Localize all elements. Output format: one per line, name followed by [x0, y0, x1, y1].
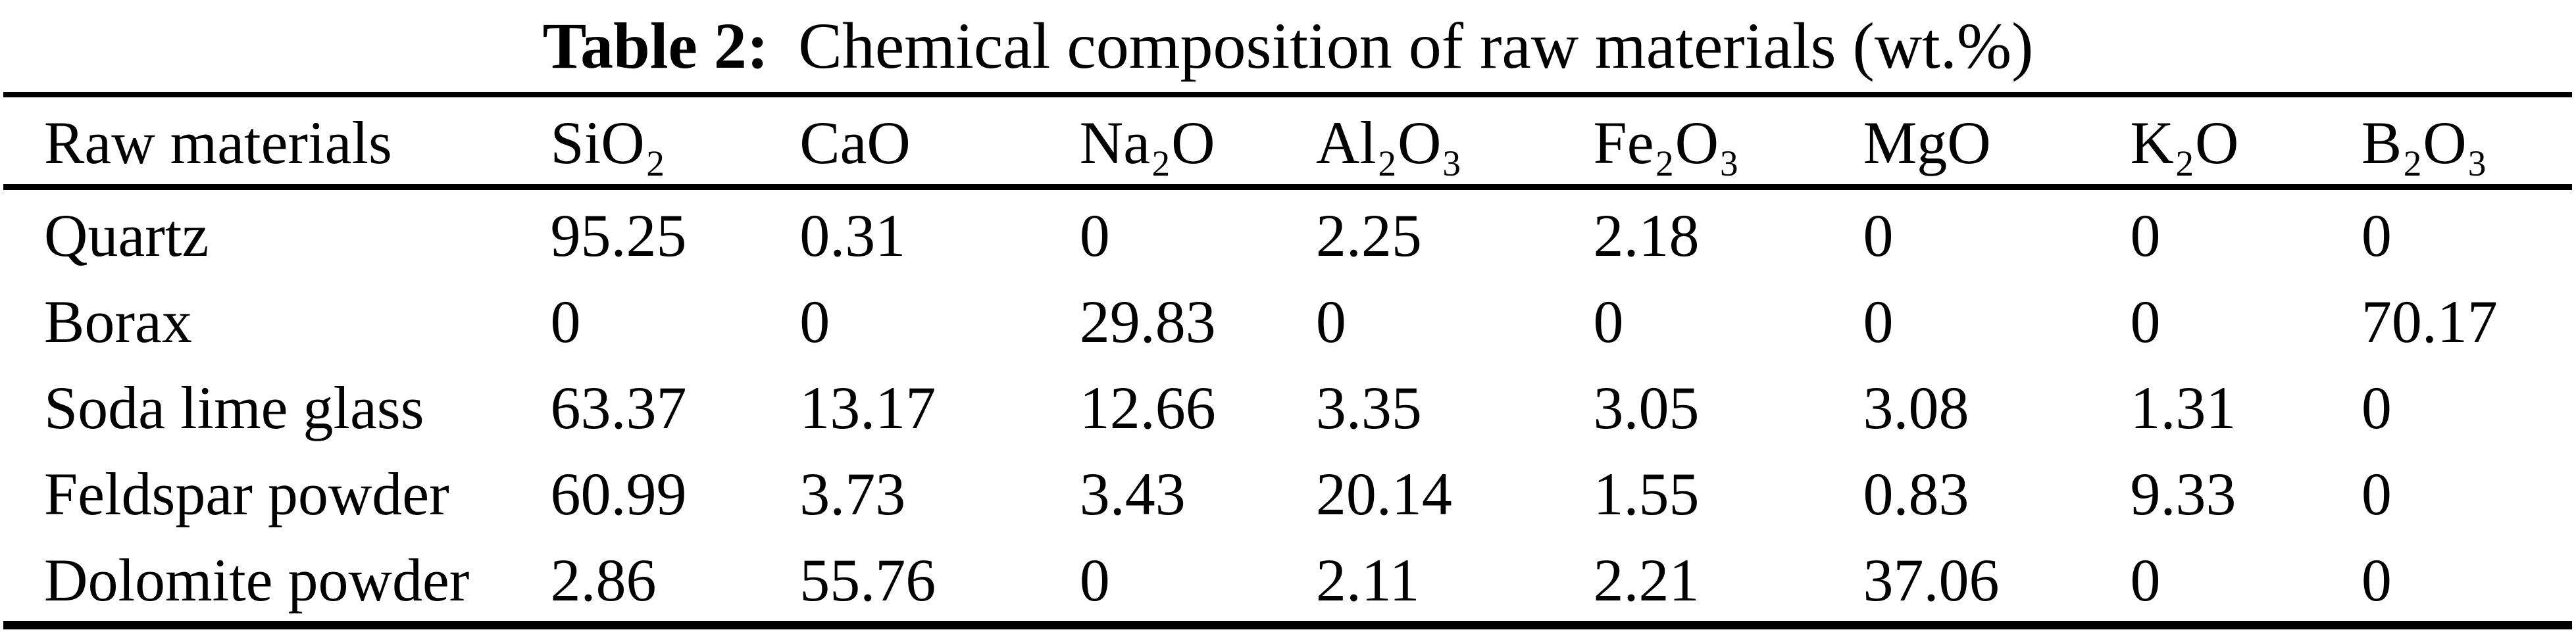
cell-value: 0.83 [1863, 460, 1969, 527]
cell-value: 29.83 [1079, 287, 1216, 355]
column-header-b2o3: B₂O₃ [2361, 109, 2488, 176]
column-header-raw-materials: Raw materials [44, 109, 392, 176]
column-header-al2o3: Al₂O₃ [1315, 109, 1463, 176]
row-label: Soda lime glass [44, 374, 424, 441]
table-row-dolomite-powder: Dolomite powder 2.86 55.76 0 2.11 2.21 3… [3, 535, 2572, 621]
column-header-cao: CaO [799, 109, 911, 176]
cell-value: 3.35 [1315, 374, 1422, 441]
cell-value: 0 [1593, 287, 1624, 355]
cell-value: 0 [2361, 374, 2392, 441]
chemical-composition-table: Raw materials SiO₂ CaO Na₂O Al₂O₃ Fe₂O₃ … [3, 92, 2572, 629]
cell-value: 0 [1863, 287, 1894, 355]
caption-label: Table 2: [542, 9, 769, 82]
cell-value: 1.55 [1593, 460, 1700, 527]
cell-value: 2.11 [1315, 546, 1420, 614]
table-row-feldspar-powder: Feldspar powder 60.99 3.73 3.43 20.14 1.… [3, 449, 2572, 535]
cell-value: 0 [2130, 546, 2161, 614]
row-label: Quartz [44, 201, 209, 269]
header-row: Raw materials SiO₂ CaO Na₂O Al₂O₃ Fe₂O₃ … [3, 97, 2572, 190]
table-row-borax: Borax 0 0 29.83 0 0 0 0 70.17 [3, 276, 2572, 362]
caption-text: Chemical composition of raw materials (w… [798, 9, 2034, 82]
cell-value: 2.25 [1315, 201, 1422, 269]
cell-value: 3.43 [1079, 460, 1186, 527]
cell-value: 70.17 [2361, 287, 2498, 355]
cell-value: 0 [799, 287, 830, 355]
cell-value: 0 [1863, 201, 1894, 269]
cell-value: 3.08 [1863, 374, 1969, 441]
cell-value: 0 [2130, 287, 2161, 355]
table-row-quartz: Quartz 95.25 0.31 0 2.25 2.18 0 0 0 [3, 190, 2572, 276]
cell-value: 2.18 [1593, 201, 1700, 269]
column-header-fe2o3: Fe₂O₃ [1593, 109, 1740, 176]
row-label: Feldspar powder [44, 460, 449, 527]
cell-value: 0 [1079, 201, 1110, 269]
cell-value: 95.25 [550, 201, 687, 269]
table-row-soda-lime-glass: Soda lime glass 63.37 13.17 12.66 3.35 3… [3, 362, 2572, 449]
cell-value: 0 [2130, 201, 2161, 269]
cell-value: 0.31 [799, 201, 906, 269]
row-label: Dolomite powder [44, 546, 470, 614]
cell-value: 0 [550, 287, 581, 355]
cell-value: 20.14 [1315, 460, 1452, 527]
cell-value: 60.99 [550, 460, 687, 527]
cell-value: 55.76 [799, 546, 936, 614]
column-header-na2o: Na₂O [1079, 109, 1215, 176]
cell-value: 0 [2361, 546, 2392, 614]
cell-value: 0 [1315, 287, 1346, 355]
cell-value: 13.17 [799, 374, 936, 441]
cell-value: 37.06 [1863, 546, 2000, 614]
cell-value: 1.31 [2130, 374, 2236, 441]
column-header-sio2: SiO₂ [550, 109, 666, 176]
cell-value: 3.73 [799, 460, 906, 527]
column-header-k2o: K₂O [2130, 109, 2239, 176]
column-header-mgo: MgO [1863, 109, 1991, 176]
cell-value: 2.86 [550, 546, 657, 614]
cell-value: 63.37 [550, 374, 687, 441]
cell-value: 12.66 [1079, 374, 1216, 441]
cell-value: 2.21 [1593, 546, 1700, 614]
cell-value: 0 [2361, 201, 2392, 269]
cell-value: 0 [1079, 546, 1110, 614]
table-caption: Table 2: Chemical composition of raw mate… [0, 0, 2576, 92]
cell-value: 9.33 [2130, 460, 2236, 527]
cell-value: 3.05 [1593, 374, 1700, 441]
row-label: Borax [44, 287, 192, 355]
cell-value: 0 [2361, 460, 2392, 527]
